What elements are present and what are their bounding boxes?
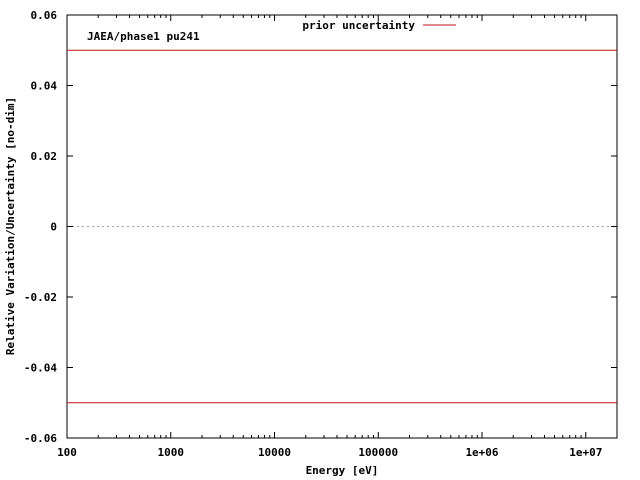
x-axis-label: Energy [eV]: [306, 464, 379, 477]
chart-title: JAEA/phase1 pu241: [87, 30, 200, 43]
legend-label: prior uncertainty: [302, 19, 415, 32]
y-tick-label: -0.06: [24, 432, 57, 445]
y-tick-label: -0.04: [24, 362, 57, 375]
x-tick-label: 100: [57, 446, 77, 459]
x-tick-label: 1000: [158, 446, 185, 459]
x-tick-label: 10000: [258, 446, 291, 459]
x-tick-label: 1e+07: [569, 446, 602, 459]
x-tick-label: 100000: [358, 446, 398, 459]
y-axis-label: Relative Variation/Uncertainty [no-dim]: [4, 97, 17, 355]
y-tick-label: 0.04: [31, 80, 58, 93]
y-tick-label: -0.02: [24, 291, 57, 304]
y-tick-label: 0.06: [31, 9, 58, 22]
x-tick-label: 1e+06: [465, 446, 498, 459]
y-tick-label: 0: [50, 221, 57, 234]
y-tick-label: 0.02: [31, 150, 58, 163]
